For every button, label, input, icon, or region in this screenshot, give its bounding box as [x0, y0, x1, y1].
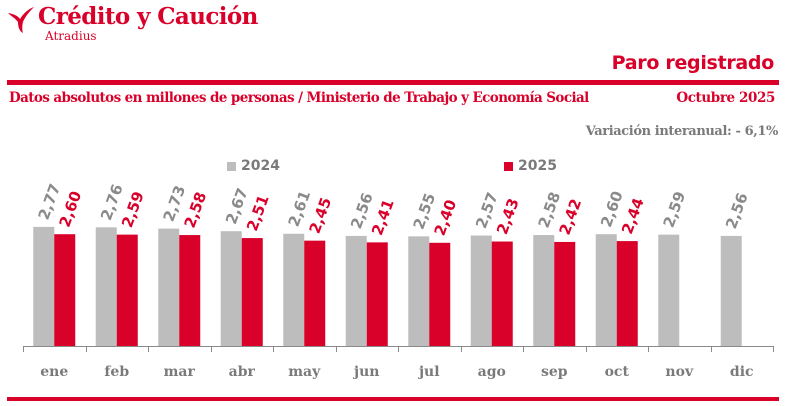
report-date: Octubre 2025: [676, 90, 775, 106]
legend-label-2025: 2025: [518, 158, 557, 174]
brand-logo: Crédito y Caución Atradius: [6, 2, 258, 43]
bar-2025-oct: [616, 241, 638, 346]
bar-2024-abr: [220, 231, 242, 346]
legend-item-2024: 2024: [227, 158, 280, 174]
bar-2024-feb: [95, 227, 117, 346]
bar-2024-oct: [595, 234, 617, 346]
data-label-2024-nov: 2,59: [660, 189, 690, 230]
bar-2025-ago: [491, 241, 513, 346]
bottom-divider: [7, 397, 779, 401]
atradius-swoosh-icon: [8, 7, 34, 33]
x-tick-label-jul: jul: [417, 364, 440, 380]
bar-2024-dic: [720, 235, 742, 346]
bar-2025-ene: [54, 234, 76, 346]
x-tick-label-ene: ene: [40, 364, 68, 380]
bar-2024-may: [283, 233, 305, 346]
bar-2024-sep: [533, 235, 555, 346]
top-divider: [7, 80, 779, 85]
x-tick-label-jun: jun: [352, 364, 379, 380]
x-tick-label-nov: nov: [665, 364, 694, 380]
bar-2024-jul: [408, 236, 430, 346]
brand-name: Crédito y Caución: [38, 3, 258, 30]
bar-2025-feb: [116, 234, 138, 346]
x-tick-label-feb: feb: [104, 364, 129, 380]
chart-title: Paro registrado: [611, 52, 775, 74]
x-tick-label-dic: dic: [730, 364, 754, 380]
bar-2025-jul: [429, 242, 451, 346]
legend-label-2024: 2024: [241, 158, 280, 174]
x-tick-label-may: may: [288, 364, 321, 380]
legend-swatch-2025: [504, 161, 513, 171]
legend-item-2025: 2025: [504, 158, 557, 174]
brand-subtitle: Atradius: [45, 29, 97, 43]
yoy-variation: Variación interanual: - 6,1%: [585, 124, 779, 139]
bar-2025-sep: [554, 241, 576, 346]
bar-2024-nov: [658, 234, 680, 346]
bar-2025-mar: [179, 235, 201, 346]
bar-2024-ene: [33, 226, 55, 346]
x-tick-label-ago: ago: [478, 364, 506, 380]
bar-2025-may: [304, 240, 326, 346]
x-tick-label-mar: mar: [164, 364, 196, 380]
data-label-2024-dic: 2,56: [722, 190, 752, 231]
bar-2024-ago: [470, 235, 492, 346]
bar-2024-mar: [158, 228, 180, 346]
x-tick-label-abr: abr: [229, 364, 256, 380]
chart-subtitle: Datos absolutos en millones de personas …: [9, 90, 589, 106]
x-tick-label-sep: sep: [541, 364, 568, 380]
x-tick-label-oct: oct: [605, 364, 630, 380]
bar-2024-jun: [345, 235, 367, 346]
bar-2025-abr: [241, 238, 263, 346]
legend-swatch-2024: [227, 161, 236, 171]
bar-2025-jun: [366, 242, 388, 346]
